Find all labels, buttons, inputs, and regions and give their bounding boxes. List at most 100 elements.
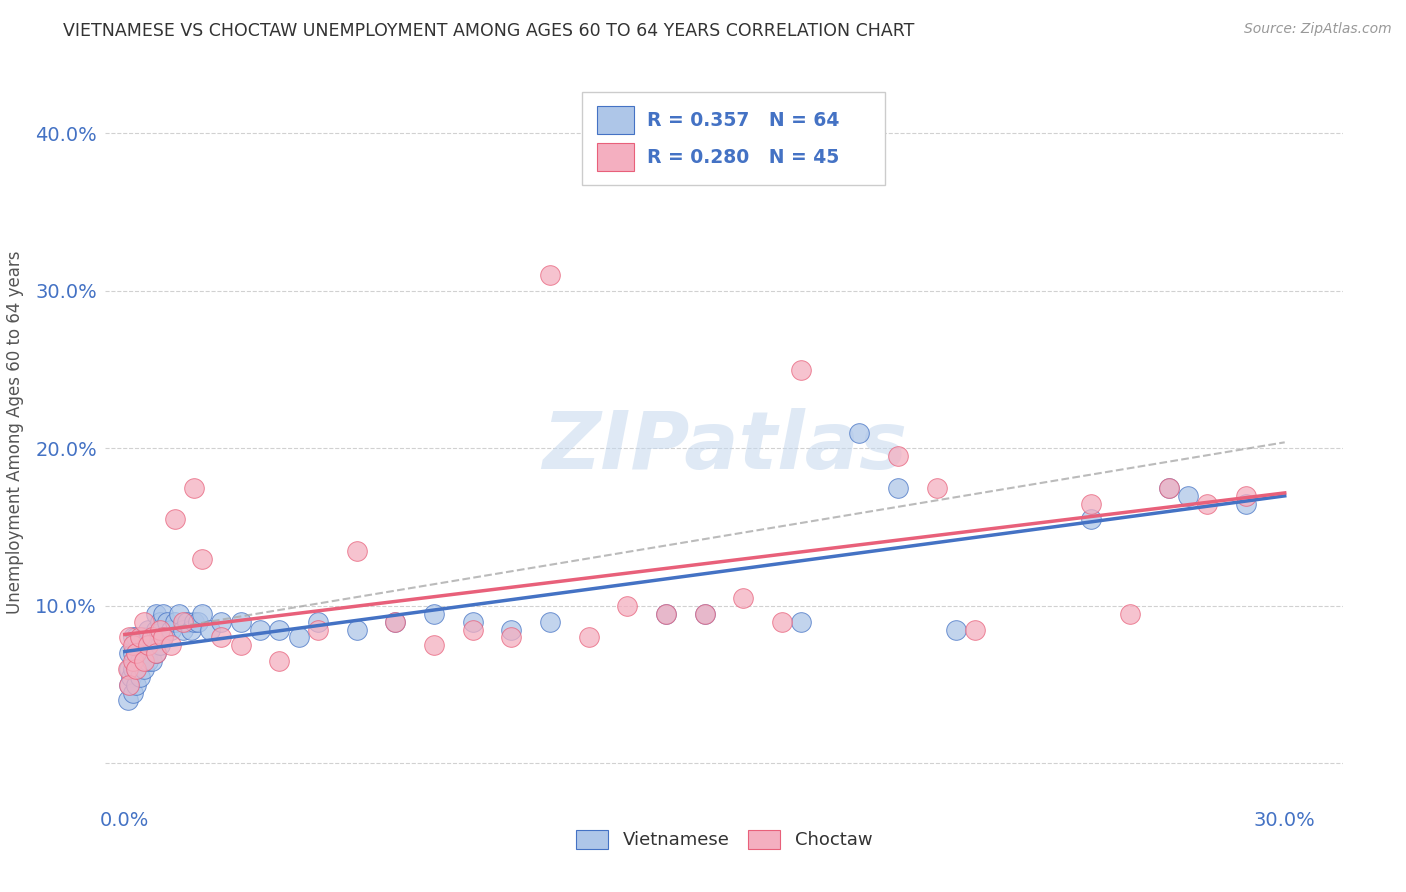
Point bbox=[172, 623, 194, 637]
Point bbox=[160, 623, 183, 637]
Point bbox=[183, 615, 205, 629]
Point bbox=[249, 623, 271, 637]
Point bbox=[693, 607, 716, 621]
Point bbox=[269, 654, 291, 668]
Point bbox=[848, 425, 870, 440]
Point bbox=[121, 631, 143, 645]
Point bbox=[925, 481, 948, 495]
Point bbox=[156, 615, 179, 629]
Point bbox=[120, 670, 142, 684]
Point bbox=[145, 646, 167, 660]
Point bbox=[965, 623, 987, 637]
Point bbox=[121, 662, 143, 676]
Point bbox=[229, 638, 252, 652]
Point bbox=[346, 543, 368, 558]
Point bbox=[1080, 496, 1102, 510]
Point bbox=[307, 623, 329, 637]
Y-axis label: Unemployment Among Ages 60 to 64 years: Unemployment Among Ages 60 to 64 years bbox=[6, 251, 24, 615]
Point bbox=[145, 623, 167, 637]
Point bbox=[538, 615, 561, 629]
Point bbox=[125, 631, 148, 645]
Point bbox=[176, 615, 198, 629]
Text: Source: ZipAtlas.com: Source: ZipAtlas.com bbox=[1244, 22, 1392, 37]
Point bbox=[461, 615, 484, 629]
Point bbox=[152, 607, 174, 621]
Point bbox=[423, 638, 446, 652]
Point bbox=[423, 607, 446, 621]
Point bbox=[790, 615, 813, 629]
Point bbox=[145, 646, 167, 660]
Point bbox=[149, 615, 172, 629]
Point bbox=[346, 623, 368, 637]
Point bbox=[1234, 496, 1257, 510]
Point bbox=[172, 615, 194, 629]
Point bbox=[125, 646, 148, 660]
Point bbox=[121, 638, 143, 652]
Point bbox=[136, 638, 159, 652]
Point bbox=[187, 615, 209, 629]
Point bbox=[118, 662, 141, 676]
Point bbox=[160, 638, 183, 652]
Point bbox=[167, 607, 190, 621]
Point bbox=[141, 631, 163, 645]
Point bbox=[384, 615, 406, 629]
Point bbox=[149, 623, 172, 637]
Point bbox=[136, 638, 159, 652]
Point bbox=[578, 631, 600, 645]
Point bbox=[655, 607, 678, 621]
Point bbox=[1157, 481, 1180, 495]
Point bbox=[152, 631, 174, 645]
Point bbox=[118, 631, 141, 645]
Point bbox=[461, 623, 484, 637]
Point bbox=[132, 646, 156, 660]
Point bbox=[149, 638, 172, 652]
Point bbox=[118, 678, 141, 692]
Text: ZIPatlas: ZIPatlas bbox=[541, 409, 907, 486]
Point bbox=[191, 607, 214, 621]
Point bbox=[384, 615, 406, 629]
Point bbox=[121, 685, 143, 699]
Point bbox=[287, 631, 309, 645]
Point bbox=[211, 615, 233, 629]
Point bbox=[307, 615, 329, 629]
Point bbox=[211, 631, 233, 645]
Point bbox=[163, 615, 186, 629]
Point bbox=[538, 268, 561, 282]
Point bbox=[655, 607, 678, 621]
Point bbox=[136, 623, 159, 637]
Point bbox=[121, 646, 143, 660]
Point bbox=[152, 631, 174, 645]
Point bbox=[129, 638, 152, 652]
Point bbox=[945, 623, 967, 637]
Point bbox=[132, 662, 156, 676]
Text: VIETNAMESE VS CHOCTAW UNEMPLOYMENT AMONG AGES 60 TO 64 YEARS CORRELATION CHART: VIETNAMESE VS CHOCTAW UNEMPLOYMENT AMONG… bbox=[63, 22, 915, 40]
Point bbox=[125, 662, 148, 676]
Point bbox=[616, 599, 638, 613]
Point bbox=[1197, 496, 1219, 510]
Point bbox=[770, 615, 793, 629]
Point bbox=[887, 449, 910, 463]
Text: R = 0.357   N = 64: R = 0.357 N = 64 bbox=[647, 111, 839, 129]
Point bbox=[118, 646, 141, 660]
Point bbox=[180, 623, 202, 637]
Point bbox=[163, 512, 186, 526]
FancyBboxPatch shape bbox=[582, 92, 884, 185]
FancyBboxPatch shape bbox=[596, 106, 634, 135]
Point bbox=[269, 623, 291, 637]
Point bbox=[117, 662, 139, 676]
Point bbox=[129, 670, 152, 684]
Point bbox=[132, 631, 156, 645]
Point bbox=[145, 607, 167, 621]
Point bbox=[183, 481, 205, 495]
FancyBboxPatch shape bbox=[596, 143, 634, 171]
Text: R = 0.280   N = 45: R = 0.280 N = 45 bbox=[647, 148, 839, 167]
Point bbox=[121, 654, 143, 668]
Point bbox=[501, 631, 523, 645]
Point bbox=[1119, 607, 1142, 621]
Point bbox=[125, 662, 148, 676]
Point bbox=[1157, 481, 1180, 495]
Point bbox=[693, 607, 716, 621]
Point bbox=[125, 646, 148, 660]
Point bbox=[132, 615, 156, 629]
Point bbox=[132, 654, 156, 668]
